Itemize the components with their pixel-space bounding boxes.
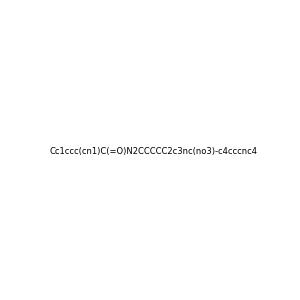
- Text: Cc1ccc(cn1)C(=O)N2CCCCC2c3nc(no3)-c4cccnc4: Cc1ccc(cn1)C(=O)N2CCCCC2c3nc(no3)-c4cccn…: [50, 147, 258, 156]
